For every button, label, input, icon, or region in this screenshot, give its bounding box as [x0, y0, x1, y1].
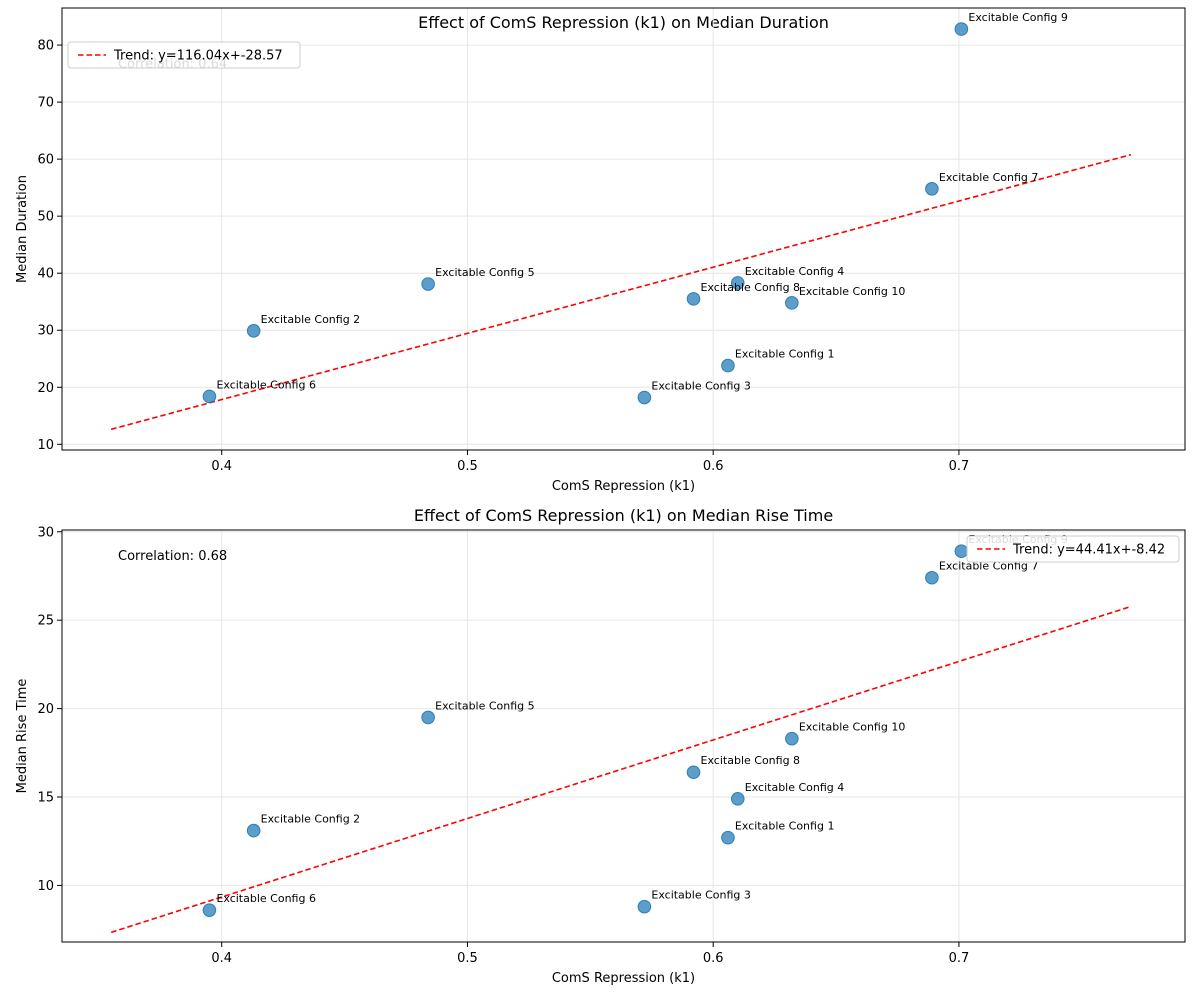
- data-point: [421, 710, 435, 725]
- point-annotation: Excitable Config 5: [435, 266, 535, 279]
- correlation-label: Correlation: 0.68: [118, 549, 227, 564]
- point-annotation: Excitable Config 1: [735, 348, 835, 361]
- point-annotation: Excitable Config 10: [799, 285, 906, 298]
- x-tick-label: 0.6: [703, 951, 724, 966]
- y-tick-label: 40: [37, 267, 54, 282]
- x-tick-label: 0.5: [457, 459, 478, 474]
- legend-label: Trend: y=116.04x+-28.57: [113, 49, 283, 64]
- y-axis-label: Median Rise Time: [15, 679, 30, 794]
- data-point: [721, 830, 735, 845]
- y-tick-label: 30: [37, 324, 54, 339]
- data-point: [637, 390, 652, 405]
- x-axis-label: ComS Repression (k1): [552, 971, 695, 986]
- y-tick-label: 20: [37, 381, 54, 396]
- point-annotation: Excitable Config 1: [735, 820, 835, 833]
- data-point: [637, 899, 652, 914]
- point-annotation: Excitable Config 6: [216, 378, 316, 391]
- rise-time-chart-panel: Effect of ComS Repression (k1) on Median…: [15, 506, 1186, 986]
- data-point: [925, 570, 939, 585]
- point-annotation: Excitable Config 8: [701, 754, 801, 767]
- x-tick-label: 0.7: [949, 951, 970, 966]
- data-point: [421, 277, 435, 291]
- data-point: [686, 765, 701, 780]
- data-point: [730, 276, 745, 290]
- legend-box: [966, 535, 1180, 563]
- data-point: [721, 358, 735, 373]
- y-tick-label: 80: [37, 39, 54, 54]
- point-annotation: Excitable Config 4: [745, 781, 845, 794]
- grid-lines: [62, 530, 1185, 942]
- legend-box: [67, 41, 301, 69]
- data-point: [785, 296, 799, 310]
- data-point: [785, 731, 799, 746]
- y-axis-label: Median Duration: [15, 175, 30, 283]
- data-point: [954, 544, 969, 559]
- legend-label: Trend: y=44.41x+-8.42: [1012, 543, 1165, 558]
- chart-title: Effect of ComS Repression (k1) on Median…: [414, 506, 833, 525]
- point-annotation: Excitable Config 2: [261, 813, 361, 826]
- data-point: [954, 22, 969, 36]
- point-annotation: Excitable Config 10: [799, 721, 906, 734]
- point-annotation: Excitable Config 3: [651, 380, 751, 393]
- chart-title: Effect of ComS Repression (k1) on Median…: [418, 13, 829, 32]
- data-point: [925, 181, 939, 196]
- y-tick-label: 30: [37, 525, 54, 540]
- point-annotation: Excitable Config 5: [435, 699, 535, 712]
- data-point: [686, 292, 701, 306]
- point-annotation: Excitable Config 6: [216, 892, 316, 905]
- y-tick-label: 10: [37, 438, 54, 453]
- y-tick-label: 70: [37, 96, 54, 111]
- axes-frame: [61, 529, 1186, 943]
- x-tick-label: 0.4: [211, 459, 232, 474]
- y-tick-label: 50: [37, 210, 54, 225]
- trend-line: [110, 153, 1132, 431]
- plot-marks: [110, 22, 1132, 431]
- point-annotation: Excitable Config 7: [939, 171, 1039, 184]
- duration-chart-panel: Effect of ComS Repression (k1) on Median…: [15, 7, 1186, 494]
- x-axis-label: ComS Repression (k1): [552, 479, 695, 494]
- y-tick-label: 10: [37, 879, 54, 894]
- point-annotation: Excitable Config 9: [968, 11, 1068, 24]
- point-annotation: Excitable Config 7: [939, 560, 1039, 573]
- point-annotation: Excitable Config 2: [261, 313, 361, 326]
- y-tick-label: 20: [37, 702, 54, 717]
- data-point: [202, 389, 217, 404]
- legend: Trend: y=116.04x+-28.57: [67, 41, 301, 69]
- point-annotation: Excitable Config 4: [745, 265, 845, 278]
- data-point: [246, 324, 261, 338]
- data-point: [730, 791, 745, 806]
- legend: Trend: y=44.41x+-8.42: [966, 535, 1180, 563]
- data-point: [246, 823, 261, 838]
- x-tick-label: 0.4: [211, 951, 232, 966]
- x-tick-label: 0.6: [703, 459, 724, 474]
- x-tick-label: 0.5: [457, 951, 478, 966]
- y-tick-label: 25: [37, 614, 54, 629]
- plot-marks: [110, 544, 1132, 934]
- y-tick-label: 60: [37, 153, 54, 168]
- y-tick-label: 15: [37, 791, 54, 806]
- data-point: [202, 903, 217, 917]
- x-tick-label: 0.7: [949, 459, 970, 474]
- point-annotation: Excitable Config 3: [651, 889, 751, 902]
- point-annotation: Excitable Config 8: [701, 281, 801, 294]
- axes-frame: [61, 7, 1186, 451]
